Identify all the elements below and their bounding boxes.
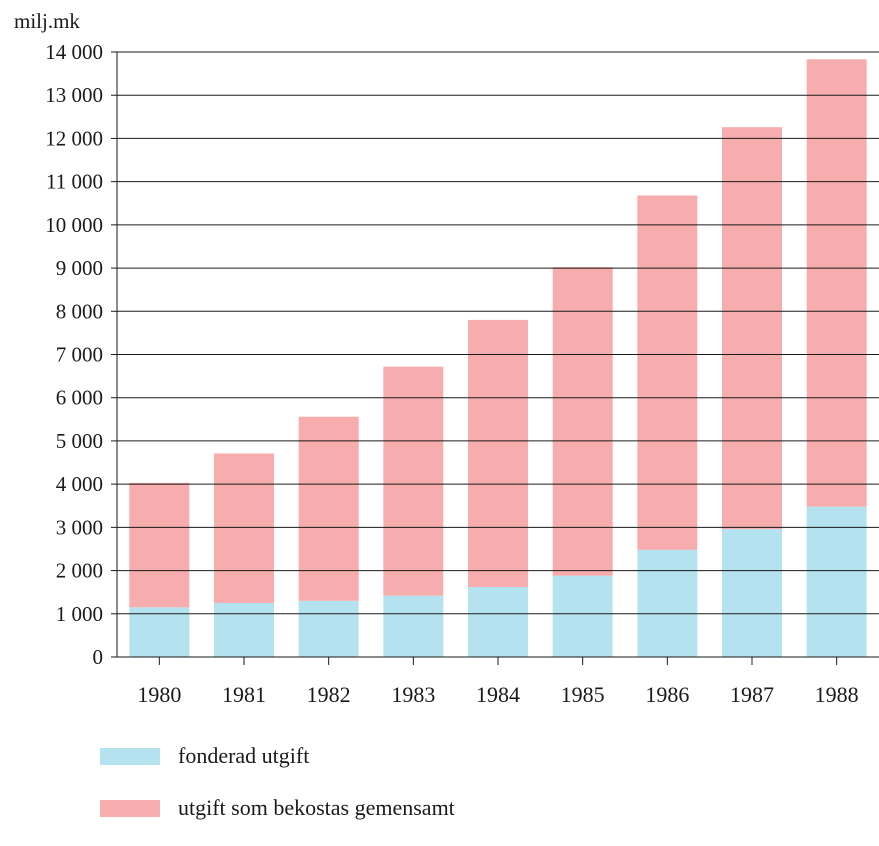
bar-segment-shared (468, 319, 528, 587)
legend-swatch-shared (100, 799, 160, 817)
y-axis-unit-label: milj.mk (14, 9, 80, 33)
bars (129, 59, 867, 657)
y-axis-ticks: 0 1 000 2 000 3 000 4 000 5 000 6 000 7 000 8 00… (45, 40, 117, 669)
x-tick-label: 1987 (730, 682, 774, 707)
bar-segment-funded (298, 600, 359, 657)
bar-segment-funded (214, 602, 274, 657)
bar-segment-shared (383, 366, 444, 596)
bar-segment-shared (637, 195, 698, 550)
bar-segment-funded (468, 586, 528, 657)
bar-segment-shared (298, 416, 359, 601)
y-tick-label: 2 000 (56, 559, 103, 583)
y-tick-label: 7 000 (56, 343, 103, 367)
bar-segment-funded (383, 595, 444, 657)
bar-segment-funded (637, 549, 698, 657)
x-tick-label: 1982 (307, 682, 351, 707)
y-tick-label: 5 000 (56, 429, 103, 453)
legend-swatch-funded (100, 747, 160, 765)
bar-segment-funded (806, 506, 867, 657)
bar-segment-shared (806, 59, 867, 507)
x-tick-label: 1988 (815, 682, 859, 707)
y-tick-label: 9 000 (56, 256, 103, 280)
bar-segment-shared (552, 267, 613, 576)
y-tick-label: 3 000 (56, 515, 103, 539)
y-tick-label: 14 000 (45, 40, 103, 64)
y-tick-label: 6 000 (56, 386, 103, 410)
x-axis-ticks: 1980 1981 1982 1983 1984 1985 1986 1987 1988 (137, 657, 859, 707)
y-tick-label: 8 000 (56, 299, 103, 323)
y-tick-label: 4 000 (56, 472, 103, 496)
bar-segment-shared (129, 482, 190, 608)
x-tick-label: 1981 (222, 682, 266, 707)
bar-segment-shared (722, 127, 782, 530)
y-tick-label: 12 000 (45, 126, 103, 150)
x-tick-label: 1985 (561, 682, 605, 707)
x-tick-label: 1980 (137, 682, 181, 707)
legend: fonderad utgift utgift som bekostas geme… (100, 742, 455, 846)
y-tick-label: 0 (93, 645, 104, 669)
y-tick-label: 10 000 (45, 213, 103, 237)
legend-item-funded: fonderad utgift (100, 742, 455, 770)
bar-segment-funded (129, 607, 190, 657)
x-tick-label: 1986 (645, 682, 689, 707)
legend-label-funded: fonderad utgift (178, 743, 310, 768)
bar-segment-shared (214, 453, 274, 603)
bar-segment-funded (722, 529, 782, 657)
x-tick-label: 1984 (476, 682, 520, 707)
stacked-bar-chart: milj.mk 1980 1981 1982 1983 1984 1985 1986 1987… (14, 9, 879, 707)
y-tick-label: 13 000 (45, 83, 103, 107)
legend-item-shared: utgift som bekostas gemensamt (100, 794, 455, 822)
legend-label-shared: utgift som bekostas gemensamt (178, 795, 455, 820)
y-tick-label: 1 000 (56, 602, 103, 626)
x-tick-label: 1983 (391, 682, 435, 707)
y-tick-label: 11 000 (46, 170, 103, 194)
bar-segment-funded (552, 575, 613, 657)
